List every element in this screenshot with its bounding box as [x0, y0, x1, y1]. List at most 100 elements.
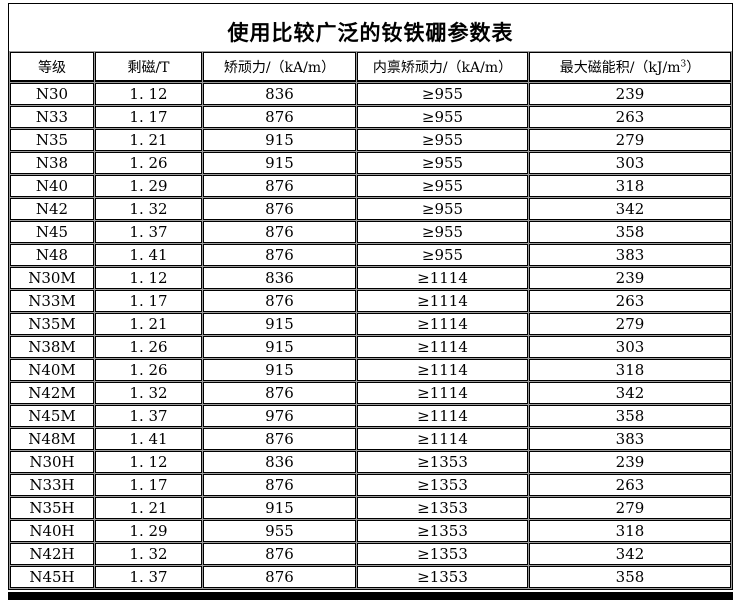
table-row: N45M 1. 37 976 ≥1114 358 [10, 405, 731, 427]
cell-remanence: 1. 37 [95, 221, 202, 243]
cell-coercivity: 976 [203, 405, 356, 427]
cell-energy-product: 303 [529, 336, 731, 358]
cell-energy-product: 383 [529, 244, 731, 266]
cell-grade: N33M [10, 290, 94, 312]
table-row: N48M 1. 41 876 ≥1114 383 [10, 428, 731, 450]
table-row: N33 1. 17 876 ≥955 263 [10, 106, 731, 128]
col-header-grade: 等级 [10, 52, 94, 82]
cell-energy-product: 318 [529, 175, 731, 197]
cell-coercivity: 876 [203, 244, 356, 266]
cell-remanence: 1. 21 [95, 129, 202, 151]
cell-energy-product: 358 [529, 405, 731, 427]
cell-grade: N42M [10, 382, 94, 404]
table-row: N40M 1. 26 915 ≥1114 318 [10, 359, 731, 381]
table-row: N38 1. 26 915 ≥955 303 [10, 152, 731, 174]
cell-coercivity: 876 [203, 428, 356, 450]
table-title: 使用比较广泛的钕铁硼参数表 [9, 4, 732, 51]
cell-intrinsic-coercivity: ≥1114 [357, 267, 528, 289]
cell-coercivity: 915 [203, 313, 356, 335]
cell-remanence: 1. 26 [95, 152, 202, 174]
cell-grade: N30 [10, 83, 94, 105]
cell-grade: N33 [10, 106, 94, 128]
cell-remanence: 1. 21 [95, 497, 202, 519]
cell-remanence: 1. 29 [95, 520, 202, 542]
cell-coercivity: 876 [203, 543, 356, 565]
cell-coercivity: 915 [203, 152, 356, 174]
cell-intrinsic-coercivity: ≥1114 [357, 359, 528, 381]
cell-remanence: 1. 12 [95, 267, 202, 289]
cell-intrinsic-coercivity: ≥1353 [357, 474, 528, 496]
cell-coercivity: 876 [203, 221, 356, 243]
cell-intrinsic-coercivity: ≥1114 [357, 290, 528, 312]
cell-coercivity: 915 [203, 129, 356, 151]
cell-intrinsic-coercivity: ≥955 [357, 221, 528, 243]
cell-energy-product: 279 [529, 497, 731, 519]
table-row: N45 1. 37 876 ≥955 358 [10, 221, 731, 243]
cell-coercivity: 915 [203, 359, 356, 381]
cell-remanence: 1. 17 [95, 474, 202, 496]
cell-remanence: 1. 32 [95, 543, 202, 565]
cell-remanence: 1. 29 [95, 175, 202, 197]
table-body: N30 1. 12 836 ≥955 239 N33 1. 17 876 ≥955 263 N35 1… [10, 83, 731, 588]
cell-remanence: 1. 41 [95, 244, 202, 266]
energy-header-text: 最大磁能积/（kJ/m [559, 59, 681, 76]
cell-intrinsic-coercivity: ≥1114 [357, 382, 528, 404]
cell-grade: N38M [10, 336, 94, 358]
cell-intrinsic-coercivity: ≥1114 [357, 428, 528, 450]
cell-grade: N35H [10, 497, 94, 519]
cell-coercivity: 876 [203, 474, 356, 496]
cell-grade: N42 [10, 198, 94, 220]
table-row: N35H 1. 21 915 ≥1353 279 [10, 497, 731, 519]
cell-energy-product: 342 [529, 198, 731, 220]
cell-grade: N33H [10, 474, 94, 496]
table-row: N33M 1. 17 876 ≥1114 263 [10, 290, 731, 312]
cell-grade: N48 [10, 244, 94, 266]
cell-remanence: 1. 37 [95, 566, 202, 588]
cell-remanence: 1. 12 [95, 83, 202, 105]
table-row: N42H 1. 32 876 ≥1353 342 [10, 543, 731, 565]
table-row: N42 1. 32 876 ≥955 342 [10, 198, 731, 220]
table-row: N42M 1. 32 876 ≥1114 342 [10, 382, 731, 404]
cell-intrinsic-coercivity: ≥1114 [357, 313, 528, 335]
cell-energy-product: 279 [529, 129, 731, 151]
table-row: N33H 1. 17 876 ≥1353 263 [10, 474, 731, 496]
cell-intrinsic-coercivity: ≥955 [357, 152, 528, 174]
col-header-remanence: 剩磁/T [95, 52, 202, 82]
cell-grade: N45H [10, 566, 94, 588]
cell-energy-product: 342 [529, 543, 731, 565]
ndfeb-parameter-table: 等级 剩磁/T 矫顽力/（kA/m） 内禀矫顽力/（kA/m） 最大磁能积/（k… [9, 51, 732, 589]
cell-energy-product: 239 [529, 267, 731, 289]
cell-energy-product: 318 [529, 520, 731, 542]
energy-header-close-paren: ） [686, 59, 701, 76]
cell-grade: N48M [10, 428, 94, 450]
cell-intrinsic-coercivity: ≥1353 [357, 543, 528, 565]
cell-energy-product: 383 [529, 428, 731, 450]
cell-energy-product: 358 [529, 566, 731, 588]
table-row: N30 1. 12 836 ≥955 239 [10, 83, 731, 105]
cell-grade: N35M [10, 313, 94, 335]
cell-energy-product: 263 [529, 106, 731, 128]
cell-energy-product: 358 [529, 221, 731, 243]
cell-intrinsic-coercivity: ≥1353 [357, 451, 528, 473]
cell-intrinsic-coercivity: ≥955 [357, 244, 528, 266]
table-row: N48 1. 41 876 ≥955 383 [10, 244, 731, 266]
table-row: N40H 1. 29 955 ≥1353 318 [10, 520, 731, 542]
cell-intrinsic-coercivity: ≥955 [357, 106, 528, 128]
cell-energy-product: 303 [529, 152, 731, 174]
table-row: N30H 1. 12 836 ≥1353 239 [10, 451, 731, 473]
cell-grade: N38 [10, 152, 94, 174]
cell-intrinsic-coercivity: ≥1353 [357, 520, 528, 542]
cell-intrinsic-coercivity: ≥955 [357, 198, 528, 220]
cell-coercivity: 915 [203, 497, 356, 519]
col-header-energy-product: 最大磁能积/（kJ/m3） [529, 52, 731, 82]
cell-remanence: 1. 32 [95, 198, 202, 220]
cell-remanence: 1. 21 [95, 313, 202, 335]
cell-intrinsic-coercivity: ≥1353 [357, 497, 528, 519]
cell-coercivity: 836 [203, 83, 356, 105]
cell-intrinsic-coercivity: ≥1114 [357, 336, 528, 358]
cell-energy-product: 279 [529, 313, 731, 335]
cell-grade: N35 [10, 129, 94, 151]
cell-energy-product: 263 [529, 474, 731, 496]
cell-remanence: 1. 17 [95, 106, 202, 128]
